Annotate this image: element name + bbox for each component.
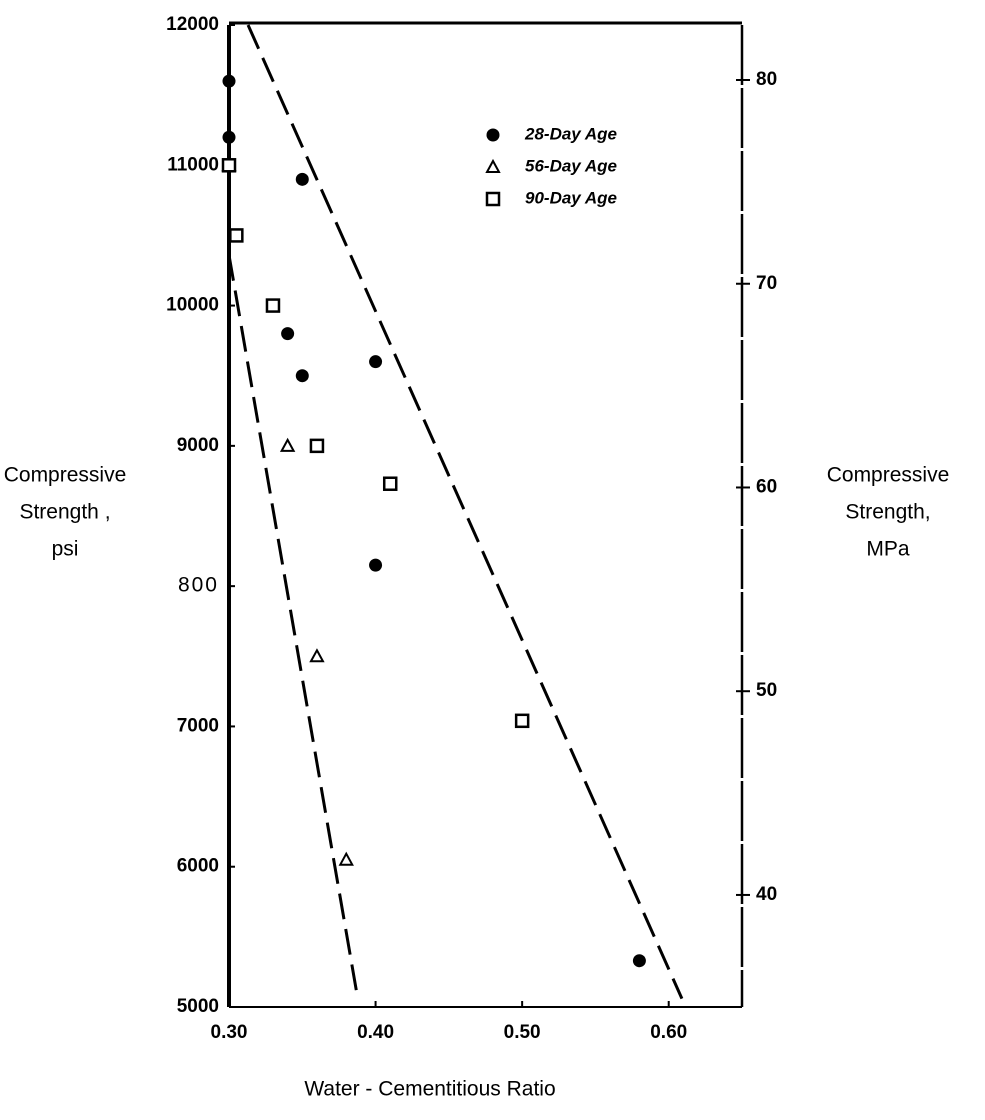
legend-label: 28-Day Age [524, 124, 617, 143]
y2-tick-label: 50 [756, 680, 777, 701]
data-point [222, 74, 236, 88]
legend-marker [485, 191, 501, 207]
data-point [369, 558, 383, 572]
data-point [229, 228, 244, 243]
y2-tick-label: 70 [756, 273, 777, 294]
y-tick-label: 12000 [166, 14, 219, 35]
data-point [222, 130, 236, 144]
y2-axis-label: Compressive [827, 464, 950, 487]
data-point [309, 648, 325, 663]
y2-tick-label: 40 [756, 884, 777, 905]
data-point [369, 355, 383, 369]
y-tick-label: 11000 [167, 154, 219, 175]
x-tick-label: 0.60 [650, 1022, 687, 1043]
legend-marker [486, 128, 500, 142]
y-axis-label: psi [52, 538, 79, 561]
data-point [632, 954, 646, 968]
data-point [514, 713, 530, 729]
legend-marker [485, 158, 501, 173]
data-point [382, 476, 398, 491]
legend-label: 56-Day Age [525, 156, 617, 175]
trend-line [227, 254, 360, 1001]
y-axis-label: Compressive [4, 464, 127, 487]
y2-axis-label: MPa [866, 538, 910, 561]
x-tick-label: 0.40 [357, 1022, 394, 1043]
data-point [281, 327, 295, 341]
x-tick-label: 0.30 [211, 1022, 248, 1043]
y-tick-label: 7000 [177, 715, 219, 736]
data-point [295, 369, 309, 383]
y-tick-label: 5000 [177, 996, 219, 1017]
y-tick-label: 9000 [177, 435, 219, 456]
y2-tick-label: 60 [756, 476, 777, 497]
legend-label: 90-Day Age [525, 188, 617, 207]
data-point [295, 172, 309, 186]
data-point [309, 438, 325, 454]
data-point [279, 437, 296, 452]
data-point [221, 158, 237, 173]
x-axis-label: Water - Cementitious Ratio [304, 1078, 555, 1101]
data-point [338, 851, 354, 866]
trend-line [246, 24, 684, 1000]
y-axis-label: Strength , [19, 501, 110, 524]
y2-tick-label: 80 [756, 69, 777, 90]
y-tick-label: 800 [178, 574, 219, 597]
y-tick-label: 6000 [177, 856, 219, 877]
y2-axis-label: Strength, [845, 501, 930, 524]
data-point [265, 298, 281, 313]
y-tick-label: 10000 [166, 295, 219, 316]
x-tick-label: 0.50 [504, 1022, 541, 1043]
